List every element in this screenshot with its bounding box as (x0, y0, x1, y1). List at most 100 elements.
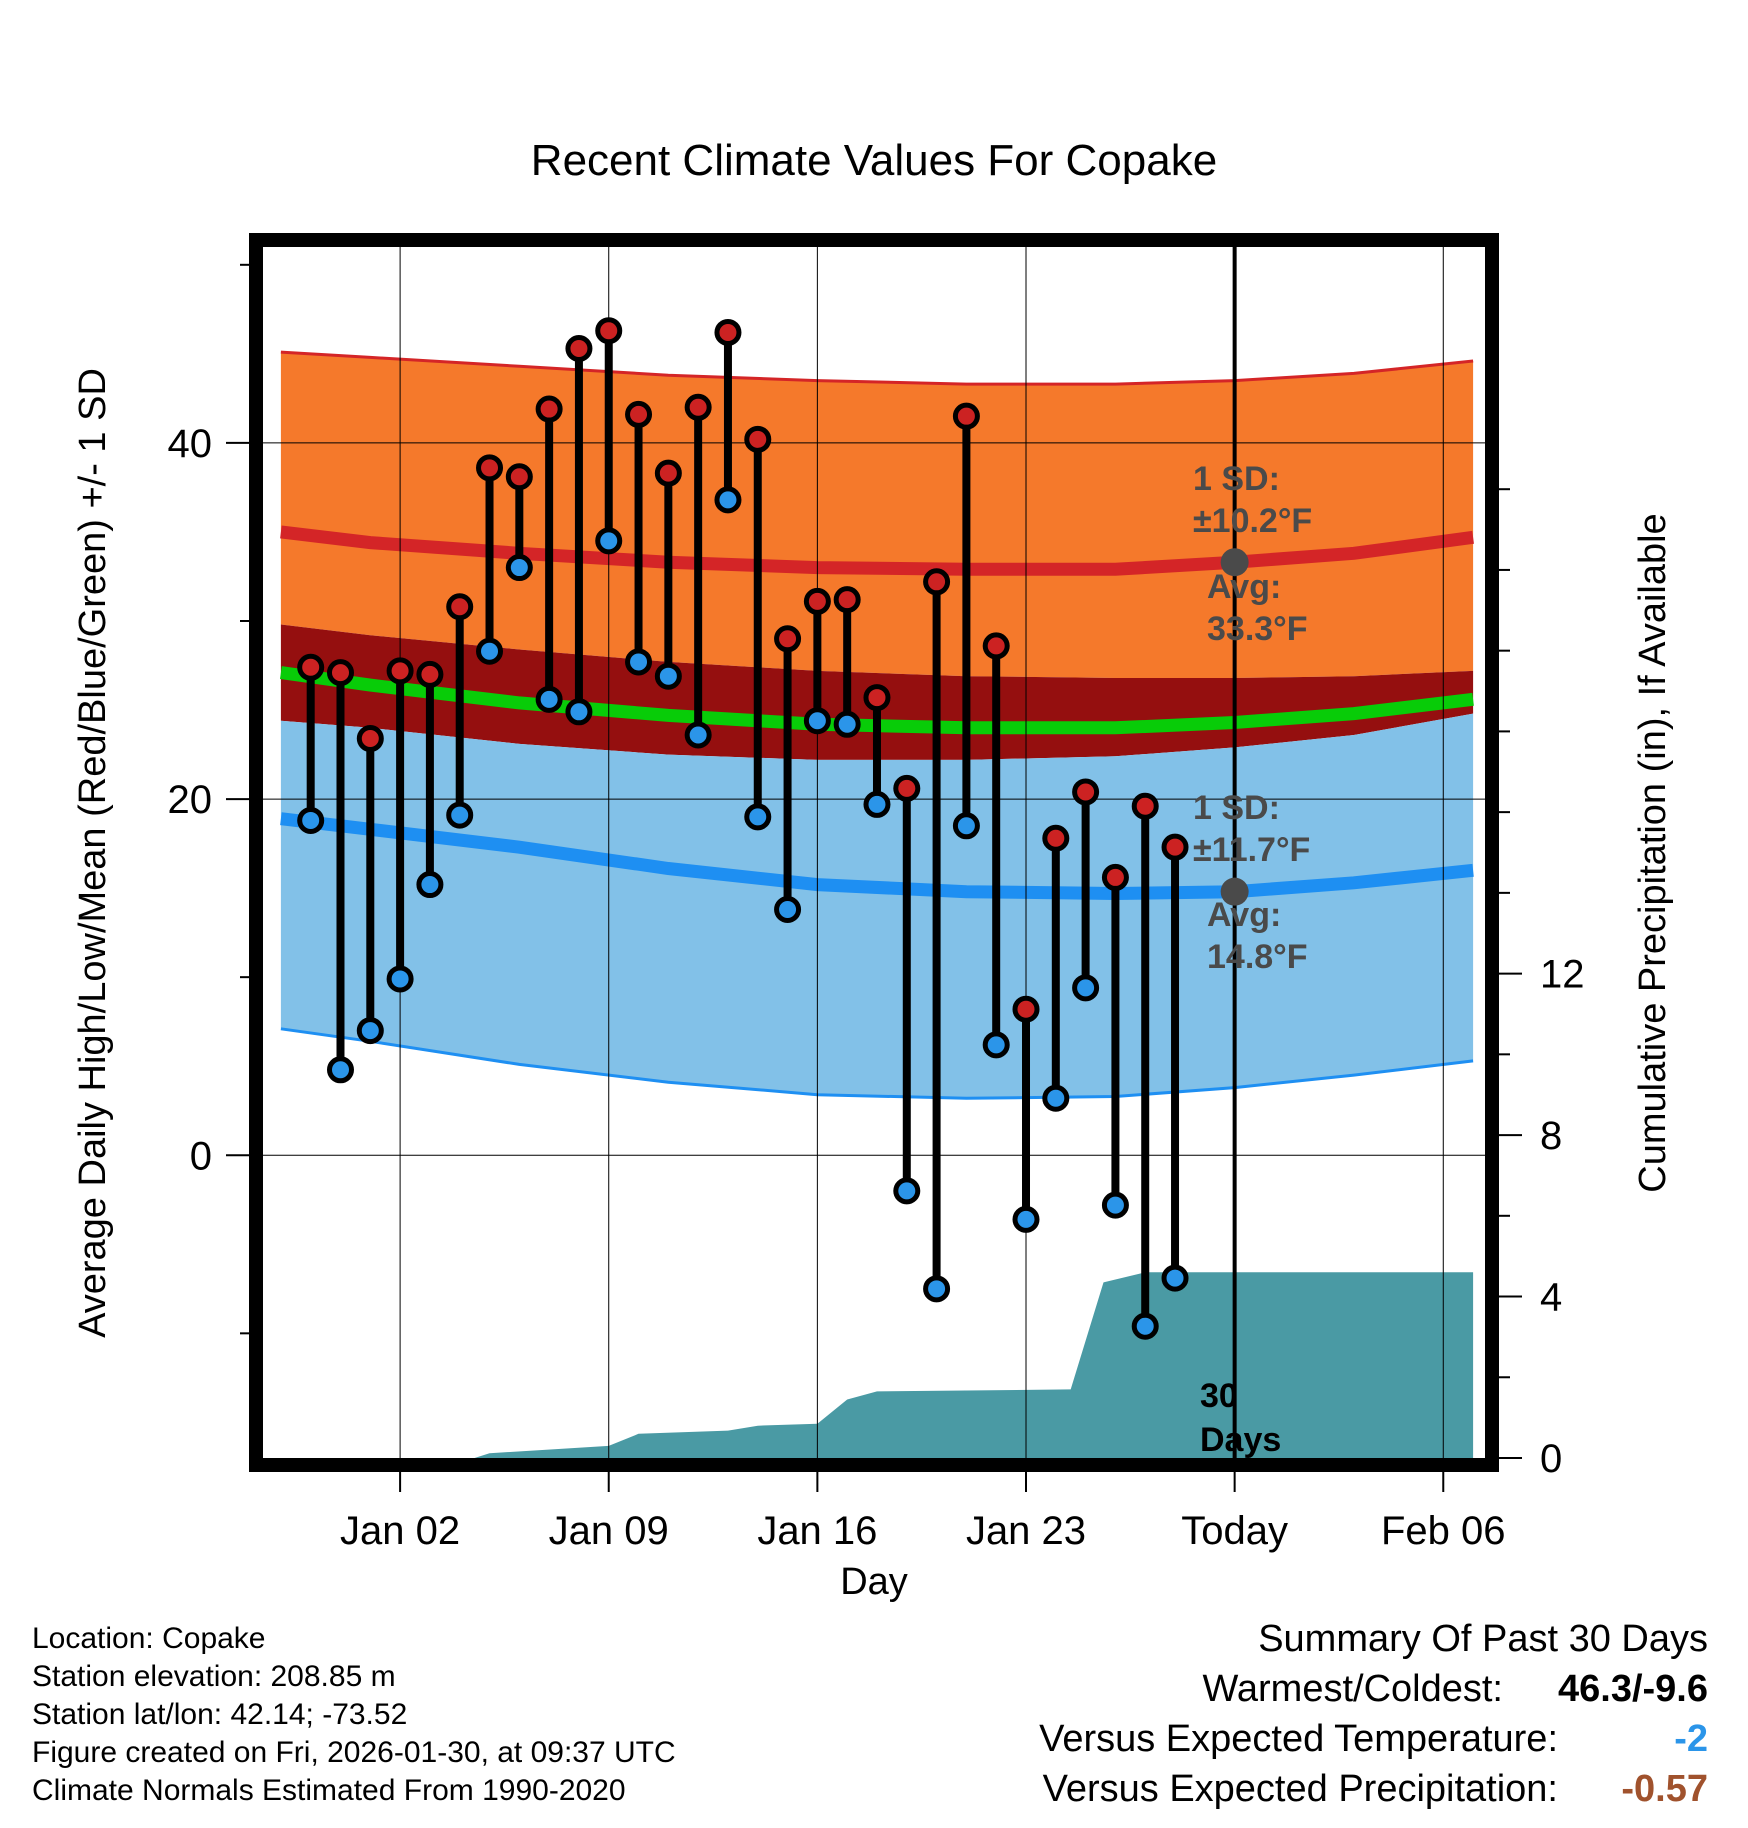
daily-high-point (923, 568, 951, 596)
daily-high-point (476, 454, 504, 482)
daily-high-point (326, 659, 354, 687)
high-sd-label: 1 SD: (1193, 460, 1280, 498)
daily-low-point (714, 486, 742, 514)
daily-high-point (595, 317, 623, 345)
high-avg-label: Avg: (1207, 568, 1281, 606)
daily-low-point (595, 527, 623, 555)
daily-high-point (1101, 863, 1129, 891)
daily-low-point (1012, 1205, 1040, 1233)
created-text: Figure created on Fri, 2026-01-30, at 09… (32, 1736, 676, 1769)
high-sd-value: ±10.2°F (1193, 502, 1312, 540)
high-upper-line (280, 350, 1474, 386)
high-avg-value: 33.3°F (1207, 610, 1308, 648)
daily-low-point (416, 871, 444, 899)
x-tick-label: Jan 09 (549, 1509, 669, 1553)
daily-low-point (684, 721, 712, 749)
x-tick-label: Feb 06 (1381, 1509, 1506, 1553)
low-avg-label: Avg: (1207, 896, 1281, 934)
daily-high-point (1012, 995, 1040, 1023)
daily-high-point (774, 625, 802, 653)
daily-high-point (1161, 833, 1189, 861)
temp-value: -2 (1674, 1718, 1708, 1760)
precipitation-area (280, 1272, 1474, 1458)
daily-low-point (923, 1275, 951, 1303)
x-tick-label: Jan 02 (340, 1509, 460, 1553)
daily-low-point (565, 698, 593, 726)
daily-high-point (833, 586, 861, 614)
daily-low-point (625, 648, 653, 676)
daily-high-point (952, 402, 980, 430)
daily-low-point (1161, 1264, 1189, 1292)
plot-frame (249, 233, 1499, 1472)
daily-high-point (625, 400, 653, 428)
y2-tick-label: 0 (1540, 1437, 1562, 1481)
y2-tick-label: 8 (1540, 1114, 1562, 1158)
grid-lines (263, 247, 1485, 1458)
y-axis-label: Average Daily High/Low/Mean (Red/Blue/Gr… (72, 368, 114, 1338)
normals-text: Climate Normals Estimated From 1990-2020 (32, 1774, 626, 1807)
summary-temp-row: Versus Expected Temperature: -2 (808, 1718, 1708, 1768)
normal-mean-line (279, 666, 1474, 735)
daily-low-point (982, 1031, 1010, 1059)
warmest-value: 46.3/-9.6 (1558, 1668, 1708, 1710)
daily-values (297, 317, 1189, 1340)
daily-high-point (297, 653, 325, 681)
low-lower-line (280, 1027, 1474, 1100)
plot-area (263, 247, 1485, 1458)
daily-high-point (803, 587, 831, 615)
low-avg-value: 14.8°F (1207, 938, 1308, 976)
avg-low-marker (1220, 877, 1249, 906)
daily-low-point (535, 685, 563, 713)
daily-high-point (1131, 792, 1159, 820)
temp-label: Versus Expected Temperature: (1039, 1718, 1558, 1760)
summary-panel: Summary Of Past 30 Days Warmest/Coldest:… (808, 1618, 1708, 1818)
normal-high-line (280, 525, 1474, 576)
daily-low-point (833, 710, 861, 738)
daily-high-point (565, 335, 593, 363)
daily-low-point (505, 554, 533, 582)
daily-low-point (774, 895, 802, 923)
daily-high-point (744, 425, 772, 453)
precip-value: -0.57 (1621, 1768, 1708, 1810)
daily-low-point (476, 637, 504, 665)
days-count: 30 (1200, 1377, 1238, 1415)
daily-low-point (1131, 1312, 1159, 1340)
daily-high-point (654, 459, 682, 487)
daily-low-point (446, 801, 474, 829)
daily-low-point (893, 1177, 921, 1205)
y-axis: 0 20 40 (168, 263, 249, 1335)
summary-title: Summary Of Past 30 Days (1258, 1618, 1708, 1660)
daily-high-point (1042, 824, 1070, 852)
summary-warmest-row: Warmest/Coldest: 46.3/-9.6 (808, 1668, 1708, 1718)
chart-title: Recent Climate Values For Copake (531, 136, 1217, 185)
daily-high-point (446, 593, 474, 621)
y-tick-label: 40 (168, 422, 213, 466)
daily-low-point (744, 803, 772, 831)
daily-low-point (863, 790, 891, 818)
daily-low-point (326, 1056, 354, 1084)
warmest-label: Warmest/Coldest: (1202, 1668, 1503, 1710)
daily-low-point (297, 806, 325, 834)
daily-high-point (1072, 778, 1100, 806)
normal-low-line (280, 812, 1474, 901)
low-sd-value: ±11.7°F (1193, 831, 1310, 869)
summary-precip-row: Versus Expected Precipitation: -0.57 (808, 1768, 1708, 1818)
y2-tick-label: 4 (1540, 1276, 1562, 1320)
daily-low-point (356, 1017, 384, 1045)
daily-high-point (863, 684, 891, 712)
latlon-text: Station lat/lon: 42.14; -73.52 (32, 1698, 408, 1731)
x-tick-label: Jan 23 (966, 1509, 1086, 1553)
daily-low-point (1042, 1084, 1070, 1112)
station-info: Location: Copake Station elevation: 208.… (32, 1620, 676, 1810)
daily-high-point (416, 660, 444, 688)
x-tick-label: Jan 16 (757, 1509, 877, 1553)
daily-low-point (1072, 974, 1100, 1002)
elevation-text: Station elevation: 208.85 m (32, 1660, 396, 1693)
daily-low-point (1101, 1191, 1129, 1219)
daily-low-point (654, 662, 682, 690)
daily-high-point (505, 463, 533, 491)
daily-high-point (982, 632, 1010, 660)
x-tick-label: Today (1181, 1509, 1288, 1553)
daily-high-point (893, 774, 921, 802)
y2-tick-label: 12 (1540, 953, 1585, 997)
